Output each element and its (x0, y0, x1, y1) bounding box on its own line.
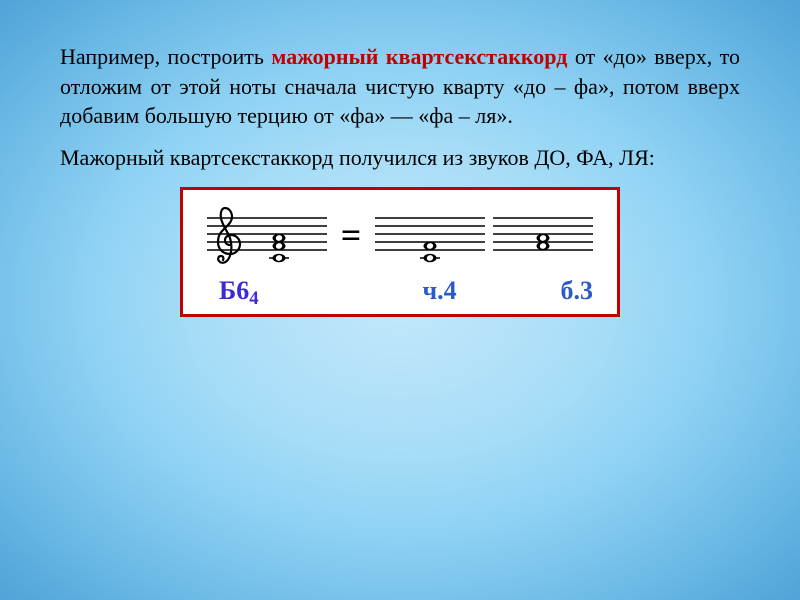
treble-clef-icon (218, 208, 240, 263)
notehead-f3 (537, 241, 550, 250)
label-p4: ч.4 (422, 276, 456, 306)
label-b64-main: Б6 (219, 276, 249, 305)
notehead-f (272, 241, 285, 250)
slide-content: Например, построить мажорный квартсекста… (0, 0, 800, 317)
staff-interval-m3 (493, 202, 593, 272)
paragraph-1: Например, построить мажорный квартсекста… (60, 42, 740, 131)
notehead-c2 (424, 253, 437, 262)
staff-row: = (201, 202, 599, 272)
staff-interval-p4 (375, 202, 485, 272)
p1-highlight: мажорный квартсекстаккорд (271, 44, 567, 69)
p1-text-a: Например, построить (60, 44, 271, 69)
paragraph-2: Мажорный квартсекстаккорд получился из з… (60, 143, 740, 173)
label-b64-sub: 4 (249, 288, 258, 309)
staff-chord-b64 (207, 202, 327, 272)
notehead-a (272, 233, 285, 242)
staff-svg-3 (493, 202, 593, 272)
staff-svg-1 (207, 202, 327, 272)
label-m3: б.3 (560, 276, 593, 306)
equals-sign: = (335, 214, 368, 256)
label-p4-main: ч.4 (422, 276, 456, 305)
notehead-a3 (537, 233, 550, 242)
staff-svg-2 (375, 202, 485, 272)
label-m3-main: б.3 (560, 276, 593, 305)
label-b64: Б64 (219, 276, 259, 306)
notehead-c (272, 253, 285, 262)
music-figure: = (180, 187, 620, 317)
labels-row: Б64 ч.4 б.3 (201, 272, 599, 306)
notehead-f2 (424, 241, 437, 250)
